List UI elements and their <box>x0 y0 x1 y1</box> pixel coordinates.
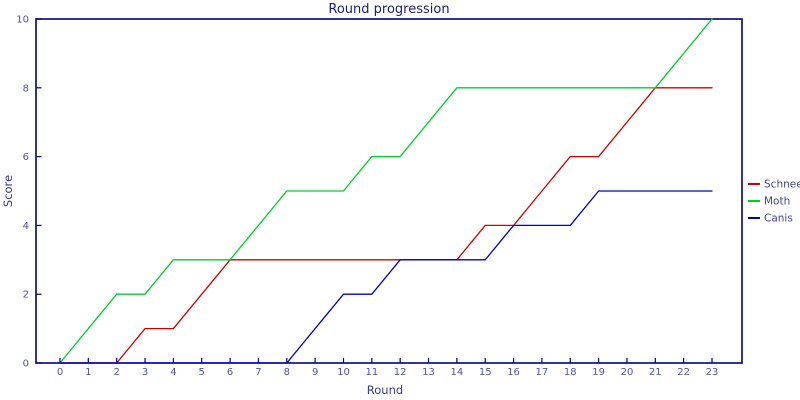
x-axis-tick-labels: 0 1 2 3 4 5 6 7 8 9 10 11 12 13 14 15 16 17 18 19 20 21 22 23 <box>57 367 719 378</box>
y-axis-ticks <box>36 18 42 364</box>
x-tick-label: 14 <box>451 367 464 378</box>
x-tick-label: 9 <box>312 367 318 378</box>
y-tick-label: 2 <box>23 290 29 301</box>
x-tick-label: 21 <box>649 367 662 378</box>
y-tick-label: 6 <box>23 152 29 163</box>
legend-item-moth: Moth <box>748 196 790 208</box>
x-tick-label: 23 <box>706 367 719 378</box>
x-tick-label: 11 <box>365 367 378 378</box>
y-tick-label: 4 <box>23 221 29 232</box>
legend-item-canis: Canis <box>748 213 793 225</box>
x-tick-label: 5 <box>199 367 205 378</box>
x-tick-label: 6 <box>227 367 233 378</box>
y-axis-label: Score <box>1 175 15 207</box>
x-tick-label: 3 <box>142 367 148 378</box>
x-tick-label: 7 <box>255 367 261 378</box>
x-tick-label: 17 <box>536 367 549 378</box>
series-line-moth <box>59 18 713 364</box>
x-axis-label: Round <box>367 383 403 397</box>
series-line-schnee <box>59 87 713 364</box>
y-tick-label: 0 <box>23 359 29 370</box>
x-tick-label: 2 <box>114 367 120 378</box>
x-tick-label: 12 <box>394 367 407 378</box>
x-tick-label: 16 <box>507 367 520 378</box>
x-tick-label: 15 <box>479 367 492 378</box>
x-tick-label: 18 <box>564 367 577 378</box>
y-axis-tick-labels: 0 2 4 6 8 10 <box>16 15 29 370</box>
x-tick-label: 0 <box>57 367 63 378</box>
x-tick-label: 13 <box>422 367 435 378</box>
legend: Schnee Moth Canis <box>748 179 800 225</box>
legend-label: Schnee <box>764 179 800 191</box>
legend-label: Moth <box>764 196 790 208</box>
chart-title: Round progression <box>328 2 449 17</box>
x-tick-label: 8 <box>284 367 290 378</box>
x-tick-label: 20 <box>621 367 634 378</box>
legend-item-schnee: Schnee <box>748 179 800 191</box>
x-tick-label: 22 <box>677 367 690 378</box>
plot-border <box>35 18 743 364</box>
x-axis-ticks <box>59 358 713 363</box>
x-tick-label: 1 <box>85 367 91 378</box>
x-tick-label: 19 <box>592 367 605 378</box>
x-tick-label: 4 <box>170 367 176 378</box>
legend-label: Canis <box>764 213 793 225</box>
series-line-canis <box>59 190 713 364</box>
y-tick-label: 10 <box>16 15 29 26</box>
series-lines <box>59 18 713 364</box>
y-tick-label: 8 <box>23 83 29 94</box>
x-tick-label: 10 <box>337 367 350 378</box>
